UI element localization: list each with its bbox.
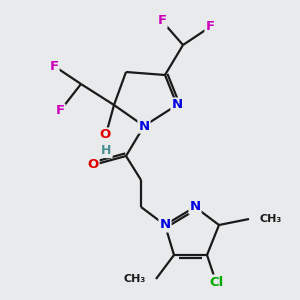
Text: N: N [159, 218, 171, 232]
Text: F: F [56, 104, 64, 118]
Text: F: F [158, 14, 166, 28]
Text: N: N [189, 200, 201, 214]
Text: Cl: Cl [209, 275, 223, 289]
Text: CH₃: CH₃ [260, 214, 282, 224]
Text: O: O [87, 158, 99, 172]
Text: N: N [171, 98, 183, 112]
Text: H: H [101, 144, 112, 157]
Text: F: F [206, 20, 214, 34]
Text: O: O [99, 128, 111, 142]
Text: CH₃: CH₃ [123, 274, 146, 284]
Text: F: F [50, 59, 58, 73]
Text: N: N [138, 119, 150, 133]
